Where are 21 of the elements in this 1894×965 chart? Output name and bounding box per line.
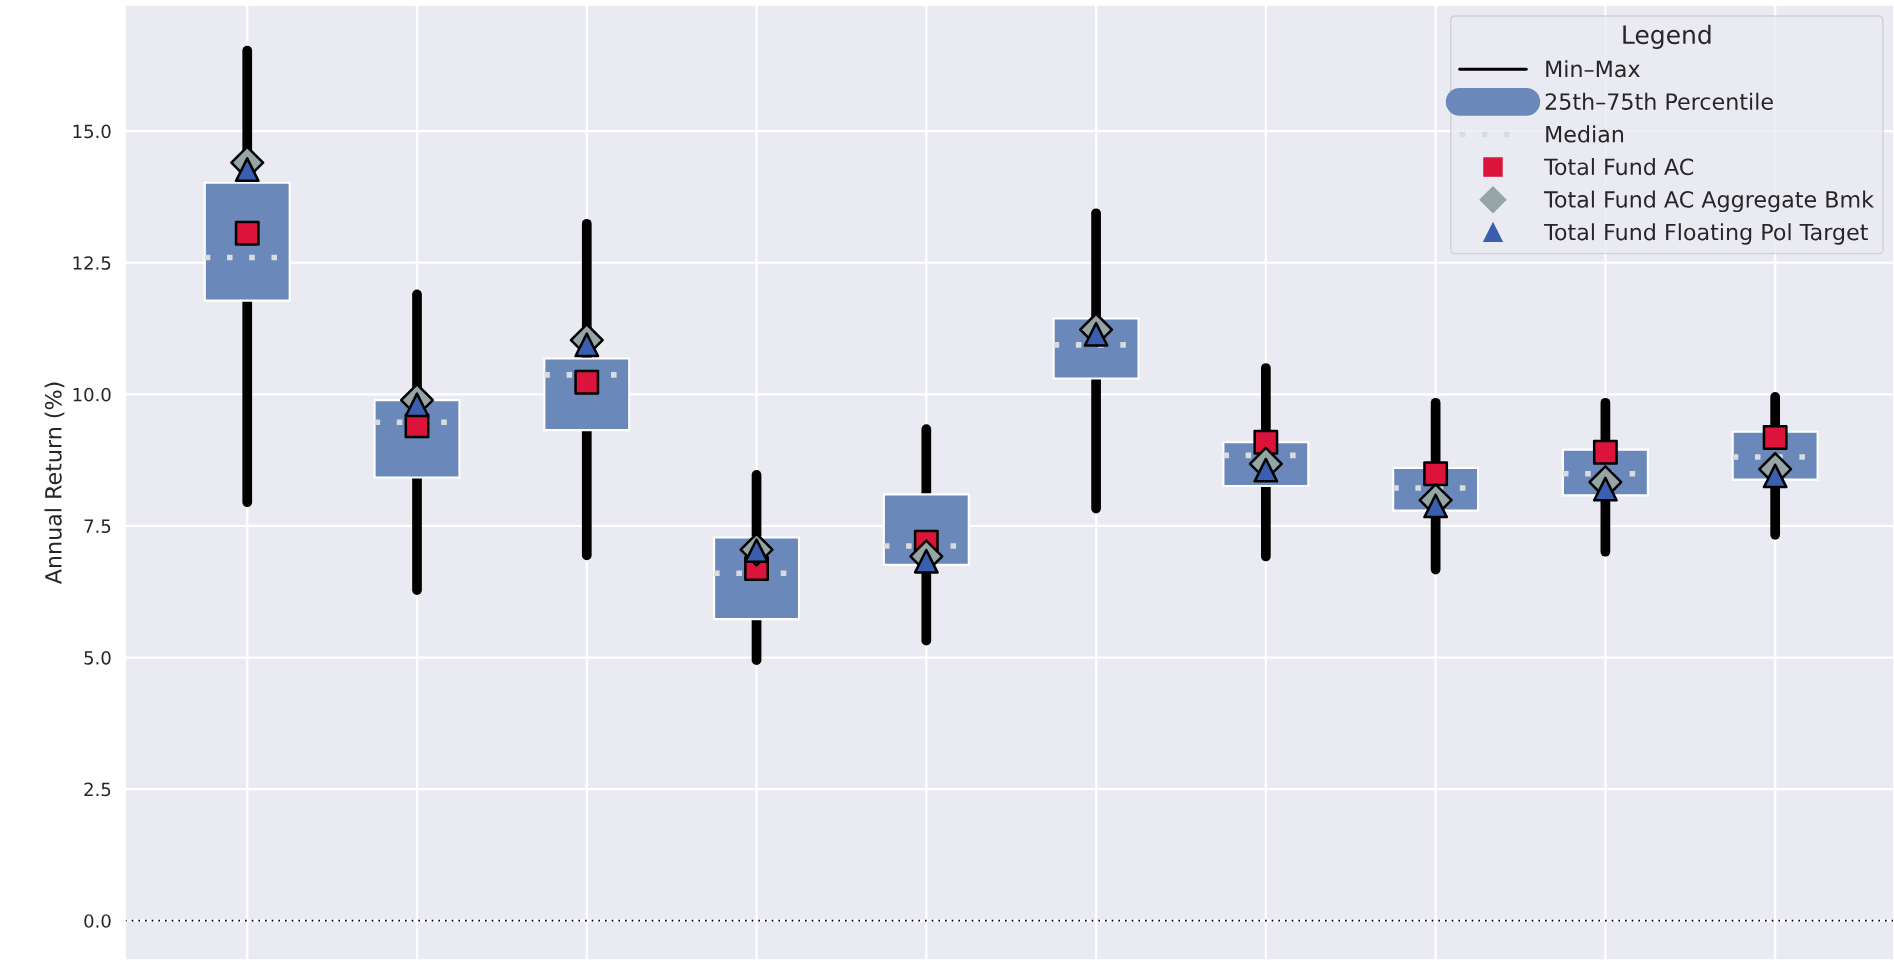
point (1253, 429, 1279, 455)
point (1592, 439, 1618, 465)
y-tick-label: 12.5 (73, 256, 111, 270)
point (1423, 461, 1449, 487)
annotation: Min–Max (1546, 60, 1640, 78)
point (234, 157, 260, 183)
annotation: Median (1546, 125, 1624, 143)
legend-label: Total Fund AC (1544, 157, 1694, 176)
point (234, 220, 260, 246)
y-tick-label: 2.5 (84, 782, 111, 797)
y-tick-label: 5.0 (84, 650, 111, 665)
annotation: 25th–75th Percentile (1545, 92, 1773, 110)
legend-label: Total Fund Floating Pol Target (1544, 223, 1868, 245)
y-tick-label: 7.5 (84, 519, 111, 534)
y-axis-title: Annual Return (%) (44, 382, 65, 585)
y-tick-label: 0.0 (84, 914, 111, 928)
y-tick-label: 15.0 (73, 124, 111, 139)
legend-label: Total Fund AC Aggregate Bmk (1544, 190, 1874, 213)
point (1762, 425, 1788, 450)
y-tick-label: 10.0 (73, 387, 111, 402)
legend-title: Legend (1623, 24, 1711, 50)
